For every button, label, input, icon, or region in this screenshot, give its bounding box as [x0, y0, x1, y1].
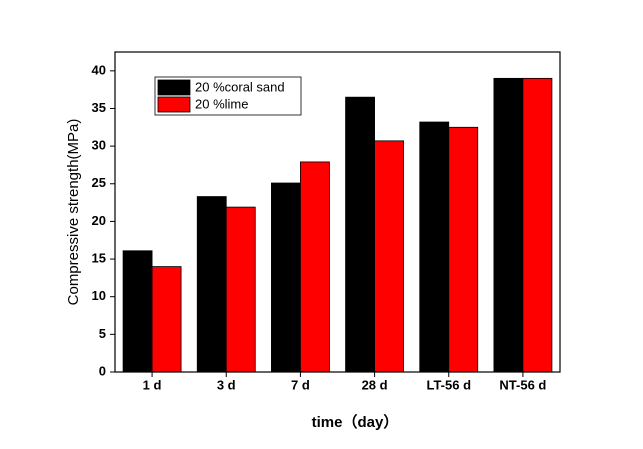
y-tick-label: 25	[92, 175, 106, 190]
x-tick-label: 7 d	[291, 377, 310, 392]
bar	[522, 77, 553, 373]
legend-swatch	[157, 79, 191, 96]
x-tick-label: LT-56 d	[426, 377, 471, 392]
x-tick-label: 28 d	[362, 377, 388, 392]
y-tick-label: 5	[99, 326, 106, 341]
bar	[300, 161, 330, 373]
y-tick-label: 30	[92, 138, 106, 153]
x-tick-label: 1 d	[143, 377, 162, 392]
bar	[225, 206, 256, 373]
y-tick-label: 0	[99, 363, 106, 378]
bar	[122, 250, 153, 373]
bar	[419, 121, 450, 373]
bar	[374, 140, 404, 373]
y-tick-label: 35	[92, 100, 106, 115]
y-tick-label: 20	[92, 213, 106, 228]
y-tick-label: 10	[92, 288, 106, 303]
bar	[448, 126, 479, 373]
bar	[271, 182, 301, 373]
x-axis-label: time（day）	[312, 413, 399, 431]
bar	[345, 96, 375, 373]
y-tick-label: 40	[92, 62, 106, 77]
bar	[151, 266, 182, 373]
legend-swatch	[157, 96, 191, 113]
bar	[493, 77, 524, 373]
y-tick-label: 15	[92, 250, 106, 265]
legend-label: 20 %lime	[195, 96, 248, 111]
x-tick-label: 3 d	[217, 377, 236, 392]
y-axis-label: Compressive strength(MPa)	[65, 119, 82, 306]
plot-frame	[114, 51, 561, 373]
bar	[196, 196, 227, 373]
x-tick-label: NT-56 d	[499, 377, 546, 392]
legend-label: 20 %coral sand	[195, 79, 285, 94]
